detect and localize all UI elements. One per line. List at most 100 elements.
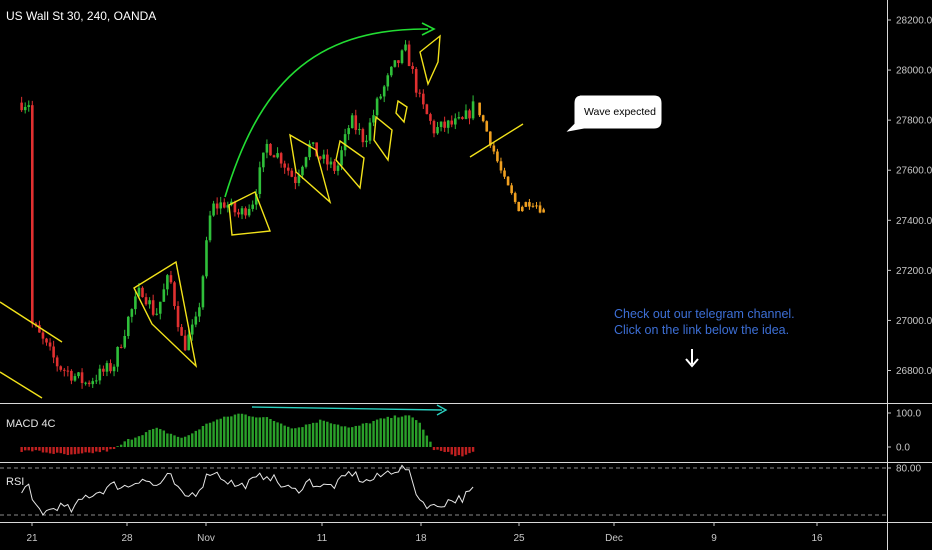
time-axis[interactable]: 21 28 Nov 11 18 25 Dec 9 16 — [26, 522, 823, 544]
macd-bar — [148, 429, 151, 447]
macd-bar — [159, 429, 162, 447]
projection-body — [535, 205, 538, 207]
rsi-polyline — [21, 464, 474, 516]
projection-body — [510, 185, 513, 194]
pattern-drawings[interactable] — [0, 34, 524, 399]
macd-bar — [237, 413, 240, 447]
candle-body — [318, 156, 322, 159]
time-tick-label: Dec — [605, 533, 623, 544]
macd-bar — [333, 424, 336, 447]
macd-bar — [98, 447, 102, 453]
price-tick-label: 27200.00 — [896, 266, 932, 277]
macd-bar — [308, 424, 311, 447]
macd-bar — [127, 439, 130, 447]
macd-bar — [265, 417, 269, 447]
candle-body — [343, 134, 347, 151]
macd-histogram — [20, 413, 475, 457]
candle-body — [169, 275, 173, 283]
macd-bar — [144, 432, 148, 447]
candle-body — [144, 297, 148, 305]
macd-bar — [240, 413, 244, 447]
candle-body — [130, 309, 134, 317]
note-line-1: Check out our telegram channel. — [614, 307, 795, 321]
candle-body — [98, 368, 102, 381]
pattern-flag[interactable] — [373, 115, 393, 162]
macd-bar — [233, 414, 237, 447]
macd-bar — [287, 426, 290, 447]
time-tick-label: 28 — [121, 533, 133, 544]
macd-bar — [70, 447, 73, 455]
macd-bar — [151, 428, 155, 447]
candle-body — [276, 153, 279, 158]
time-tick-label: 11 — [317, 533, 328, 544]
candle-body — [126, 316, 130, 337]
pattern-line[interactable] — [0, 301, 63, 343]
macd-bar — [343, 426, 347, 447]
candle-body — [304, 157, 308, 167]
time-tick-label: 25 — [513, 533, 525, 544]
candle-body — [400, 50, 404, 64]
macd-bar — [304, 424, 308, 447]
pattern-wedge[interactable] — [419, 34, 441, 87]
pattern-line[interactable] — [469, 123, 524, 158]
projection-body — [499, 161, 503, 171]
macd-bar — [20, 447, 23, 452]
time-tick-label: Nov — [197, 533, 215, 544]
candle-body — [329, 161, 333, 165]
divergence-arrow-head-icon — [436, 404, 448, 416]
candle-body — [461, 117, 464, 119]
bubble-shape — [566, 95, 662, 132]
macd-bar — [379, 418, 382, 447]
candle-body — [390, 66, 393, 76]
candle-body — [219, 202, 222, 209]
macd-bar — [137, 436, 141, 447]
macd-bar — [180, 437, 183, 447]
macd-bar — [258, 417, 262, 447]
pattern-line[interactable] — [0, 371, 43, 399]
pattern-flag[interactable] — [335, 139, 365, 190]
divergence-line[interactable] — [251, 406, 443, 411]
down-arrow-icon — [685, 349, 699, 368]
candle-body — [315, 142, 318, 157]
macd-bar — [105, 447, 109, 452]
macd-bar — [155, 427, 158, 447]
candle-body — [77, 372, 80, 377]
projection-body — [517, 201, 521, 212]
projection-body — [506, 176, 510, 186]
candle-body — [326, 154, 329, 165]
rsi-tick-label: 80.00 — [896, 464, 921, 475]
candle-body — [109, 363, 112, 372]
candle-body — [73, 376, 77, 381]
projection-body — [478, 102, 481, 116]
macd-bar — [450, 447, 453, 455]
pattern-flag[interactable] — [289, 133, 332, 205]
macd-bar — [219, 418, 222, 447]
macd-bar — [311, 422, 315, 447]
pattern-wedge[interactable] — [133, 260, 198, 369]
candle-body — [432, 120, 436, 134]
candle-body — [418, 92, 422, 94]
macd-bar — [397, 417, 400, 447]
price-axis[interactable]: 26800.00 27000.00 27200.00 27400.00 27600.00… — [887, 16, 932, 378]
price-tick-label: 27800.00 — [896, 116, 932, 127]
arc-arrow[interactable] — [224, 28, 429, 198]
pattern-flag[interactable] — [395, 99, 408, 124]
macd-bar — [432, 447, 436, 451]
macd-bar — [247, 416, 251, 447]
candle-body — [151, 300, 155, 315]
macd-bar — [279, 423, 283, 447]
wave-expected-bubble[interactable]: Wave expected — [566, 95, 662, 132]
candle-body — [269, 143, 272, 156]
time-tick-label: 9 — [711, 533, 717, 544]
price-tick-label: 28000.00 — [896, 66, 932, 77]
macd-bar — [255, 417, 258, 447]
candle-body — [379, 96, 382, 99]
pattern-flag[interactable] — [228, 191, 271, 236]
macd-bar — [73, 447, 77, 455]
macd-bar — [365, 422, 368, 447]
projection-body — [488, 131, 492, 146]
candle-body — [308, 143, 311, 158]
macd-bar — [436, 447, 439, 450]
candle-body — [457, 117, 461, 119]
